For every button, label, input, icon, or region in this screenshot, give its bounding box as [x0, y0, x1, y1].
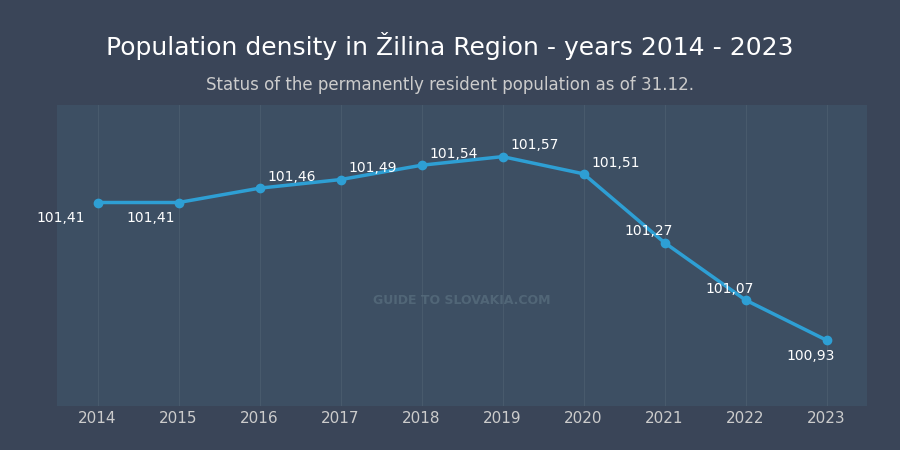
- Text: GUIDE TO SLOVAKIA.COM: GUIDE TO SLOVAKIA.COM: [374, 294, 551, 307]
- Text: 101,46: 101,46: [267, 170, 316, 184]
- Text: 101,27: 101,27: [625, 225, 672, 239]
- Text: 101,49: 101,49: [348, 161, 397, 175]
- Text: 101,57: 101,57: [510, 138, 559, 152]
- Text: Status of the permanently resident population as of 31.12.: Status of the permanently resident popul…: [206, 76, 694, 94]
- Text: 101,07: 101,07: [706, 282, 753, 296]
- Text: 101,51: 101,51: [591, 156, 640, 170]
- Text: 101,41: 101,41: [126, 211, 175, 225]
- Text: Population density in Žilina Region - years 2014 - 2023: Population density in Žilina Region - ye…: [106, 32, 794, 59]
- Text: 101,41: 101,41: [37, 211, 86, 225]
- Text: 100,93: 100,93: [787, 349, 834, 363]
- Text: 101,54: 101,54: [429, 147, 478, 161]
